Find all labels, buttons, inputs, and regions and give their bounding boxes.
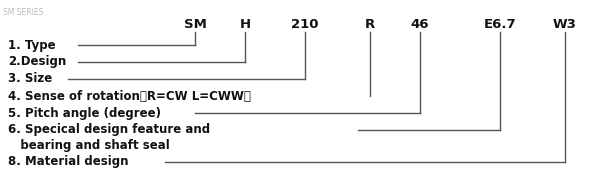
Text: SM SERIES: SM SERIES [3, 8, 43, 17]
Text: E6.7: E6.7 [484, 18, 517, 31]
Text: 210: 210 [291, 18, 319, 31]
Text: 8. Material design: 8. Material design [8, 156, 128, 169]
Text: 1. Type: 1. Type [8, 39, 56, 51]
Text: W3: W3 [553, 18, 577, 31]
Text: H: H [239, 18, 251, 31]
Text: 6. Specical design feature and: 6. Specical design feature and [8, 123, 210, 137]
Text: 5. Pitch angle (degree): 5. Pitch angle (degree) [8, 107, 161, 119]
Text: 3. Size: 3. Size [8, 73, 52, 85]
Text: 46: 46 [411, 18, 429, 31]
Text: bearing and shaft seal: bearing and shaft seal [8, 138, 170, 151]
Text: R: R [365, 18, 375, 31]
Text: 2.Design: 2.Design [8, 55, 66, 69]
Text: SM: SM [184, 18, 206, 31]
Text: 4. Sense of rotation（R=CW L=CWW）: 4. Sense of rotation（R=CW L=CWW） [8, 89, 251, 103]
